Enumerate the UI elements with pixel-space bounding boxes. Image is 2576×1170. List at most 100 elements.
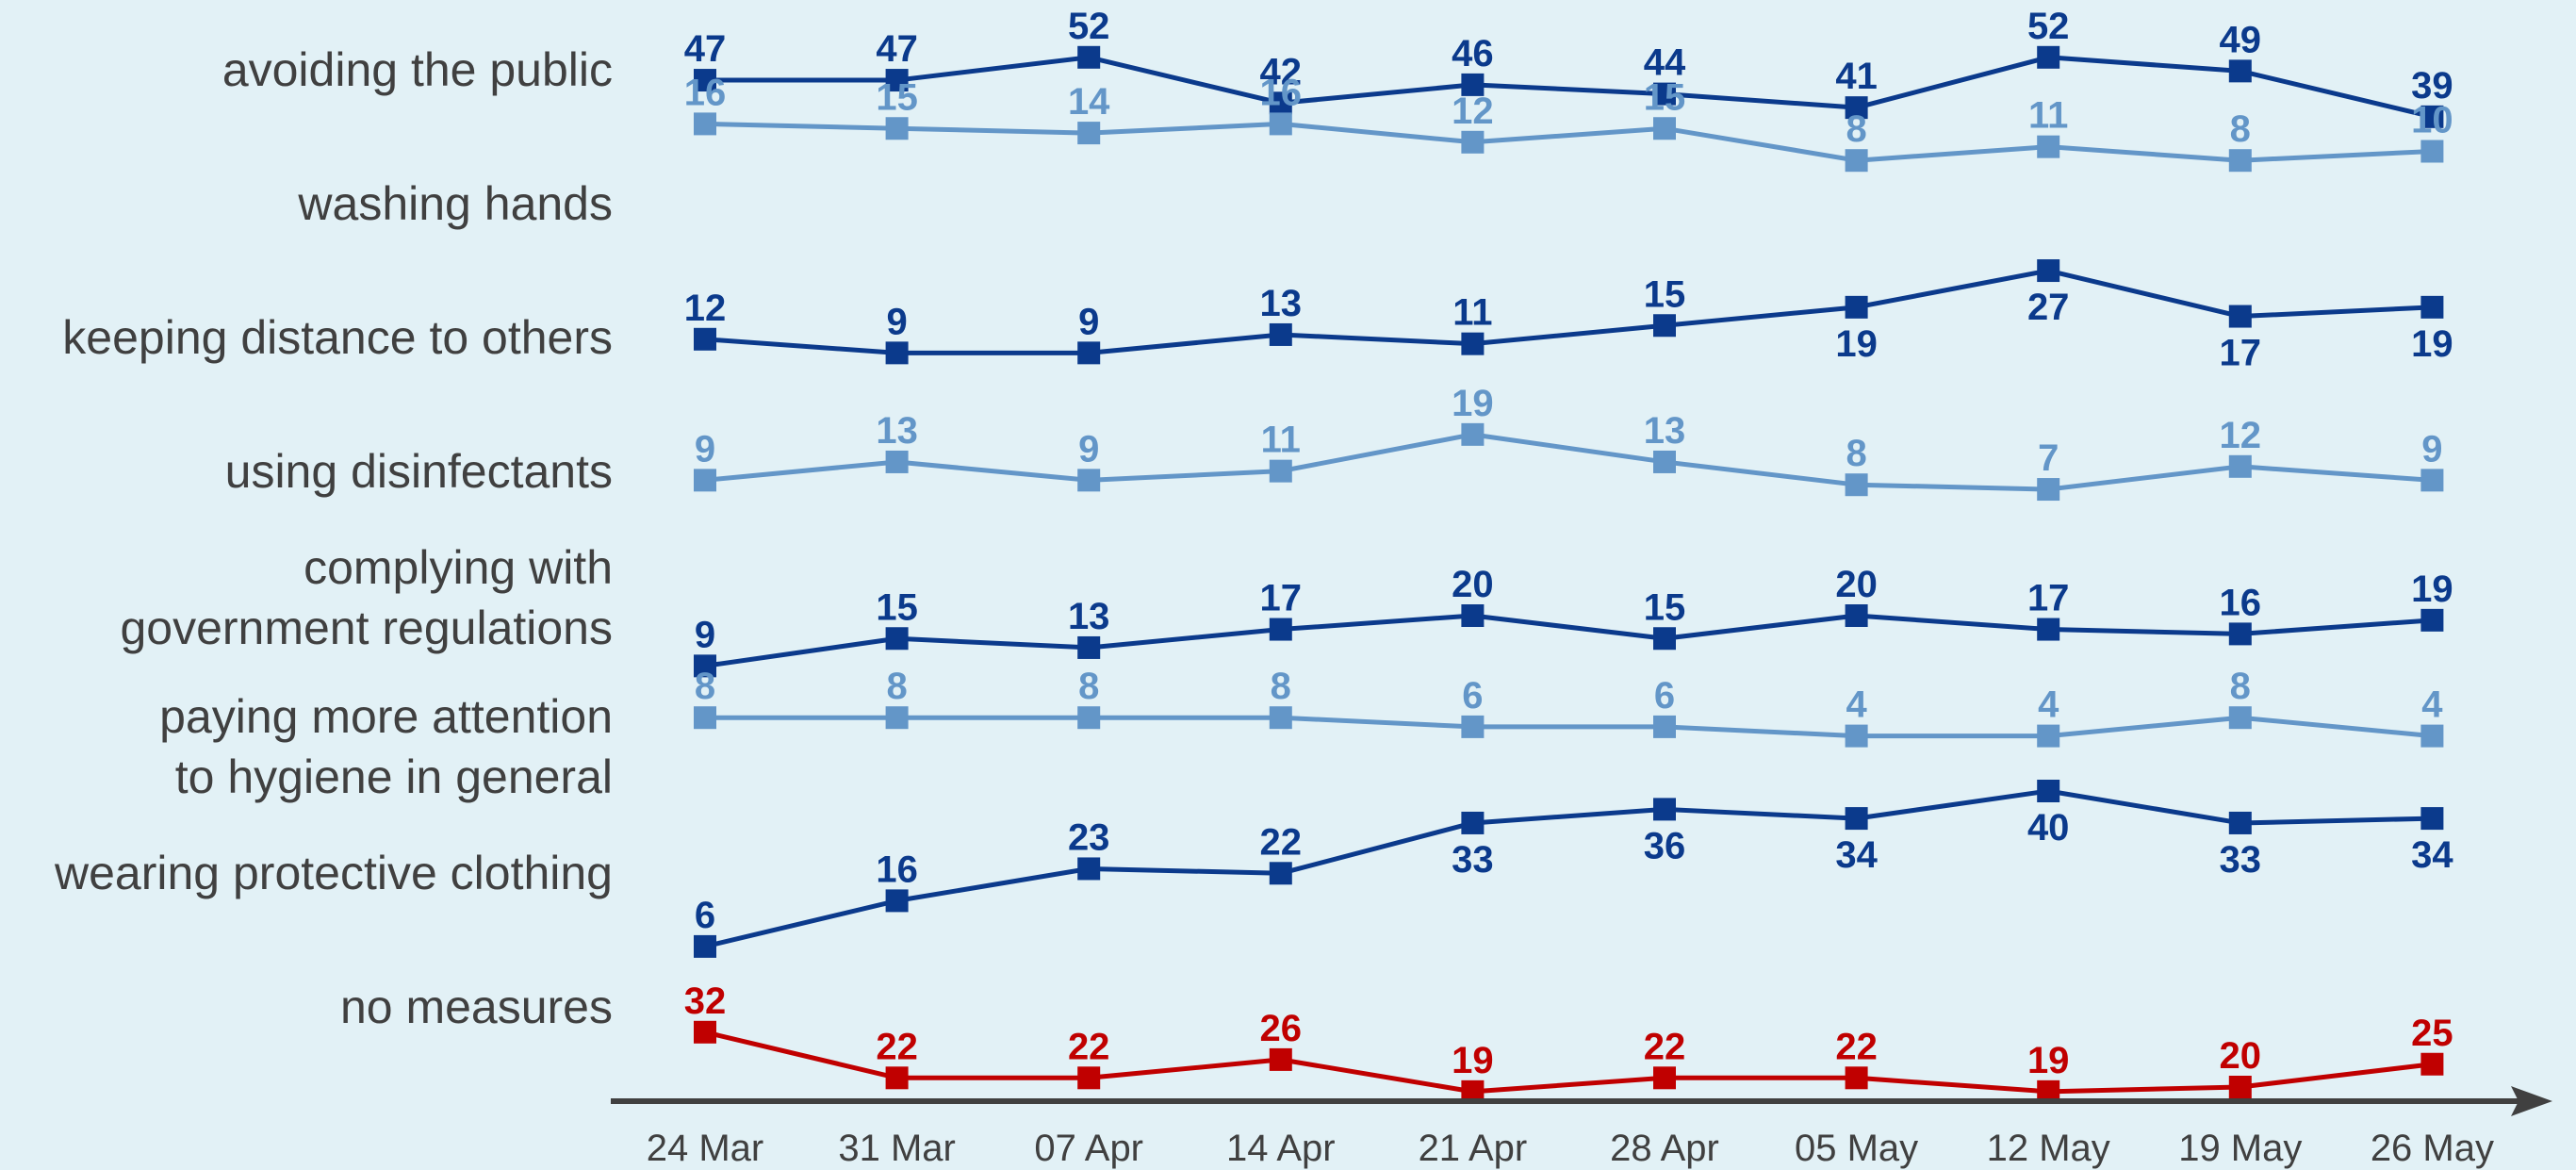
data-point — [2420, 140, 2444, 163]
data-label: 17 — [1260, 578, 1303, 619]
data-point — [885, 69, 909, 92]
data-point — [694, 112, 716, 136]
data-point — [1845, 1066, 1868, 1090]
data-label: 15 — [876, 76, 918, 118]
data-point — [1653, 627, 1676, 651]
data-label: 44 — [1644, 42, 1686, 84]
data-label: 9 — [1078, 301, 1099, 342]
data-point — [694, 469, 716, 492]
data-point — [2228, 811, 2252, 834]
data-label: 12 — [684, 288, 727, 329]
data-point — [1461, 73, 1485, 96]
data-label: 11 — [2028, 95, 2068, 137]
data-label: 20 — [1835, 564, 1878, 605]
data-label: 16 — [2220, 582, 2262, 623]
data-label: 8 — [1271, 666, 1291, 707]
data-point — [1269, 706, 1292, 730]
data-label: 8 — [695, 666, 715, 707]
data-point — [1269, 1047, 1292, 1071]
data-point — [885, 1066, 909, 1090]
x-tick-label: 26 May — [2371, 1128, 2494, 1169]
data-point — [1845, 295, 1868, 319]
data-label: 22 — [1835, 1026, 1878, 1067]
data-point — [1653, 715, 1676, 738]
data-point — [885, 450, 909, 473]
data-label: 13 — [1644, 410, 1686, 452]
data-label: 6 — [695, 895, 715, 936]
data-label: 9 — [1078, 428, 1099, 470]
data-point — [1845, 96, 1868, 120]
data-label: 52 — [1068, 6, 1110, 47]
data-point — [885, 341, 909, 365]
series-line — [704, 613, 2433, 668]
data-label: 9 — [695, 614, 715, 655]
series-label: avoiding the public — [222, 43, 613, 96]
series-7: no measures 32 22 22 26 19 22 22 19 20 25 — [340, 980, 2453, 1103]
data-point — [2228, 706, 2252, 730]
data-label: 12 — [1452, 91, 1494, 132]
data-label: 19 — [1835, 323, 1878, 365]
x-tick-label: 24 Mar — [647, 1128, 764, 1169]
data-point — [1845, 724, 1868, 748]
data-point — [1269, 459, 1292, 483]
data-point — [1269, 112, 1292, 136]
data-label: 13 — [876, 410, 918, 452]
series-1: washing hands 16 15 14 16 12 15 8 11 8 10 — [297, 72, 2453, 230]
data-label: 32 — [684, 980, 727, 1022]
data-label: 9 — [695, 428, 715, 470]
data-label: 17 — [2027, 578, 2070, 619]
data-label: 19 — [1452, 1040, 1494, 1081]
x-axis-arrow — [2511, 1086, 2552, 1116]
data-label: 34 — [2411, 834, 2453, 876]
data-point — [694, 934, 716, 958]
data-point — [1845, 473, 1868, 497]
data-label: 25 — [2411, 1013, 2453, 1054]
series-line — [705, 715, 2433, 739]
data-point — [1845, 149, 1868, 173]
data-label: 47 — [684, 28, 727, 70]
data-point — [2037, 45, 2060, 69]
data-point — [885, 627, 909, 651]
data-point — [1077, 857, 1101, 881]
x-tick-label: 14 Apr — [1226, 1128, 1336, 1169]
data-label: 47 — [876, 28, 918, 70]
data-label: 11 — [1261, 420, 1301, 461]
data-label: 22 — [1644, 1026, 1686, 1067]
data-point — [885, 889, 909, 913]
series-line — [705, 55, 2433, 120]
x-tick-label: 28 Apr — [1610, 1128, 1719, 1169]
x-tick-label: 05 May — [1795, 1128, 1918, 1169]
data-label: 15 — [1644, 273, 1686, 315]
series-label: to hygiene in general — [175, 750, 613, 803]
data-point — [1077, 635, 1101, 659]
data-point — [1461, 332, 1485, 355]
x-tick-label: 21 Apr — [1419, 1128, 1528, 1169]
data-label: 9 — [2421, 428, 2442, 470]
series-label: complying with — [304, 541, 613, 594]
data-point — [1653, 82, 1676, 106]
data-label: 8 — [1846, 108, 1866, 150]
data-label: 13 — [1260, 283, 1303, 324]
data-label: 19 — [2411, 323, 2453, 365]
series-line — [704, 268, 2433, 355]
data-label: 46 — [1452, 33, 1494, 74]
data-label: 16 — [876, 849, 918, 890]
data-label: 8 — [2230, 666, 2251, 707]
data-label: 19 — [1452, 383, 1494, 424]
data-label: 8 — [1078, 666, 1099, 707]
data-label: 41 — [1835, 56, 1878, 97]
data-point — [1845, 604, 1868, 627]
series-label: keeping distance to others — [62, 311, 613, 364]
series-line — [704, 121, 2433, 163]
data-label: 33 — [2220, 839, 2262, 881]
series-line — [704, 432, 2433, 492]
data-label: 8 — [886, 666, 907, 707]
data-point — [1845, 807, 1868, 831]
series-label: government regulations — [120, 601, 613, 654]
data-point — [2420, 295, 2444, 319]
data-label: 8 — [1846, 433, 1866, 474]
data-label: 36 — [1644, 825, 1686, 866]
data-point — [1653, 450, 1676, 473]
data-point — [2228, 622, 2252, 646]
